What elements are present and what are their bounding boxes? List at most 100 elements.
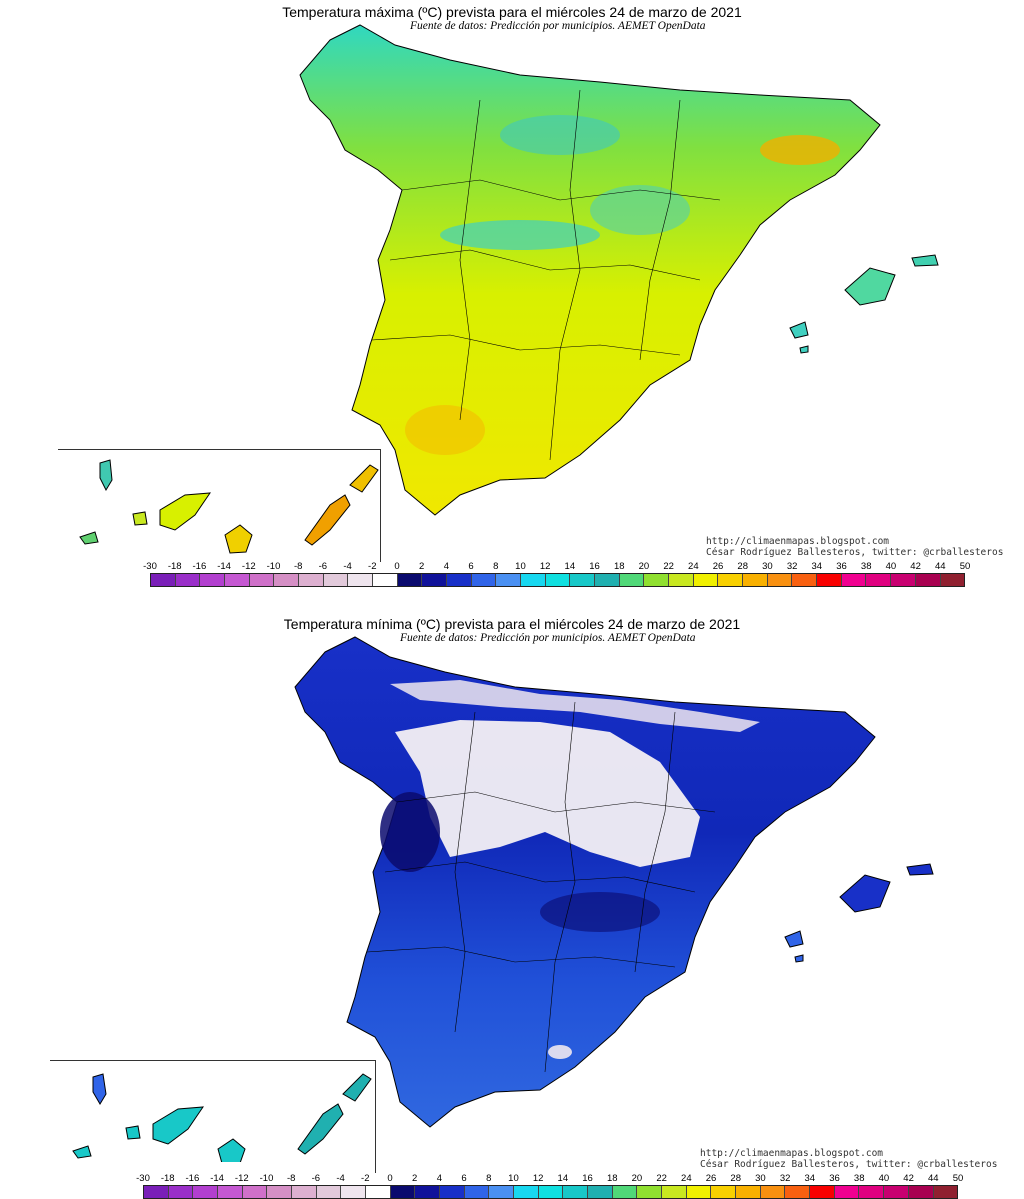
scale-swatch [792, 574, 818, 586]
scale-swatch [662, 1186, 687, 1198]
central-system-area [440, 220, 600, 250]
scale-tick-label: 26 [705, 1173, 717, 1184]
scale-tick-label: 36 [836, 561, 847, 572]
scale-tick-label: 20 [638, 561, 650, 572]
canary-islands-inset-frame [58, 449, 381, 562]
scale-swatch [144, 1186, 169, 1198]
scale-tick-label: -12 [241, 561, 256, 572]
scale-swatch [612, 1186, 638, 1198]
scale-tick-label: -16 [185, 1173, 200, 1184]
scale-swatch [299, 574, 324, 586]
scale-tick-label: 28 [737, 561, 749, 572]
northern-plateau-frost-area [395, 720, 700, 867]
el-hierro-island [79, 531, 99, 545]
scale-swatch [834, 1186, 860, 1198]
min-map-source: Fuente de datos: Predicción por municipi… [400, 632, 696, 644]
la-palma-island [99, 459, 113, 492]
guadalquivir-warm-area [405, 405, 485, 455]
scale-swatch [422, 574, 448, 586]
province-borders [371, 89, 721, 461]
ibiza-island [789, 321, 809, 339]
gran-canaria-island [217, 1138, 246, 1162]
tenerife-island [159, 492, 212, 531]
scale-swatch [538, 1186, 564, 1198]
scale-tick-label: 28 [730, 1173, 742, 1184]
cantabrian-frost-strip [390, 680, 760, 732]
scale-tick-label: 40 [885, 561, 897, 572]
scale-swatch [619, 574, 645, 586]
la-palma-island [92, 1073, 107, 1105]
scale-swatch [933, 1186, 958, 1198]
scale-tick-label: 14 [564, 561, 576, 572]
scale-swatch [637, 1186, 663, 1198]
scale-swatch [521, 574, 546, 586]
scale-swatch [348, 574, 374, 586]
scale-swatch [151, 574, 176, 586]
min-color-scale: -30 -18 -16 -14 -12 -10 -8 -6 -4 -2 0 2 4 6 8 10 12 14 16 1… [136, 1173, 963, 1199]
max-scale-ticks: -30 -18 -16 -14 -12 -10 -8 -6 -4 -2 0 2 4 6 8 10 12 14 16 1… [143, 561, 970, 573]
max-temperature-map [79, 24, 939, 554]
scale-swatch [249, 574, 275, 586]
scale-swatch [767, 574, 793, 586]
scale-tick-label: -12 [234, 1173, 249, 1184]
scale-swatch [447, 574, 472, 586]
min-temperature-panel: Temperatura mínima (ºC) prevista para el… [0, 612, 1024, 1199]
scale-tick-label: 6 [461, 1173, 467, 1184]
scale-swatch [274, 574, 300, 586]
scale-swatch [267, 1186, 293, 1198]
min-credit-author: César Rodríguez Ballesteros, twitter: @c… [700, 1159, 998, 1170]
scale-swatch [588, 1186, 613, 1198]
scale-swatch [743, 574, 768, 586]
scale-swatch [397, 574, 423, 586]
max-credit-url: http://climaenmapas.blogspot.com [706, 536, 890, 547]
formentera-island [794, 954, 804, 963]
scale-swatch [471, 574, 497, 586]
scale-swatch [168, 1186, 194, 1198]
province-borders [366, 701, 716, 1073]
scale-swatch [760, 1186, 786, 1198]
scale-swatch [686, 1186, 712, 1198]
scale-tick-label: -30 [143, 561, 157, 572]
ebro-warm-area [760, 135, 840, 165]
max-color-scale: -30 -18 -16 -14 -12 -10 -8 -6 -4 -2 0 2 4 6 8 10 12 14 16 1… [143, 561, 970, 587]
mallorca-island [839, 874, 891, 913]
scale-tick-label: -4 [343, 561, 352, 572]
scale-tick-label: 32 [786, 561, 798, 572]
max-map-source: Fuente de datos: Predicción por municipi… [410, 20, 706, 32]
scale-tick-label: 26 [712, 561, 724, 572]
scale-tick-label: 4 [436, 1173, 443, 1184]
mallorca-island [844, 267, 896, 306]
ibiza-island [784, 930, 804, 948]
scale-tick-label: 44 [935, 561, 946, 572]
scale-tick-label: 6 [468, 561, 474, 572]
scale-swatch [866, 574, 892, 586]
scale-tick-label: 38 [860, 561, 872, 572]
scale-swatch [859, 1186, 885, 1198]
iberian-peninsula-region [299, 24, 881, 516]
scale-tick-label: 16 [589, 561, 600, 572]
scale-swatch [415, 1186, 441, 1198]
scale-tick-label: 38 [853, 1173, 865, 1184]
la-gomera-island [132, 511, 148, 526]
scale-swatch [489, 1186, 515, 1198]
scale-swatch [841, 574, 867, 586]
scale-tick-label: -16 [192, 561, 207, 572]
sierra-nevada-frost-area [548, 1045, 572, 1059]
scale-swatch [817, 574, 842, 586]
scale-swatch [242, 1186, 268, 1198]
scale-tick-label: 34 [804, 1173, 816, 1184]
gran-canaria-island [224, 524, 253, 554]
scale-swatch [810, 1186, 835, 1198]
scale-tick-label: -2 [361, 1173, 370, 1184]
scale-tick-label: 34 [811, 561, 823, 572]
scale-swatch [595, 574, 620, 586]
scale-tick-label: -6 [318, 561, 328, 572]
scale-tick-label: 44 [928, 1173, 939, 1184]
fuerteventura-island [304, 494, 351, 546]
max-credit-author: César Rodríguez Ballesteros, twitter: @c… [706, 547, 1004, 558]
min-credit-url: http://climaenmapas.blogspot.com [700, 1148, 884, 1159]
scale-swatch [644, 574, 670, 586]
max-scale-bar [150, 573, 965, 587]
scale-tick-label: 8 [493, 561, 499, 572]
scale-tick-label: 12 [532, 1173, 544, 1184]
